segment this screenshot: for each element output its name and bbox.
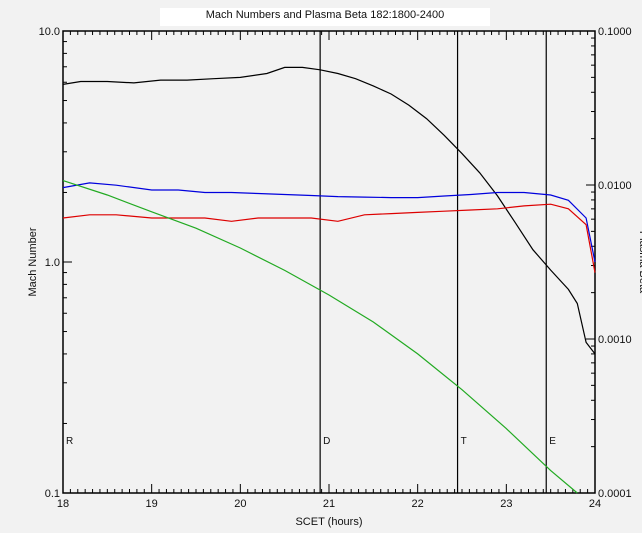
- x-tick-label: 18: [57, 498, 69, 510]
- x-tick-label: 20: [234, 498, 246, 510]
- y2-tick-label: 0.1000: [598, 26, 632, 38]
- plot-area: [62, 30, 596, 494]
- series-line: [62, 203, 596, 273]
- y2-axis-label: Plasma Beta: [637, 231, 642, 294]
- y2-tick-label: 0.0001: [598, 488, 632, 500]
- corner-label: R: [66, 436, 73, 447]
- axis-labels: 18 19 20 21 22 23 24 0.1 1.0 10.0 0.0001 0.0010 0.01…: [27, 26, 642, 528]
- event-line-label: D: [323, 436, 330, 447]
- chart-title: Mach Numbers and Plasma Beta 182:1800-24…: [205, 9, 445, 21]
- y-tick-label: 1.0: [45, 257, 60, 269]
- x-axis-label: SCET (hours): [295, 516, 362, 528]
- series-group: [62, 66, 596, 494]
- x-tick-label: 19: [146, 498, 158, 510]
- axis-ticks: [62, 30, 596, 494]
- event-lines: D T ER: [66, 31, 556, 493]
- x-tick-label: 22: [412, 498, 424, 510]
- x-tick-label: 24: [589, 498, 601, 510]
- y-tick-label: 0.1: [45, 488, 60, 500]
- series-line: [62, 182, 596, 263]
- series-line: [62, 180, 578, 494]
- x-tick-label: 21: [323, 498, 335, 510]
- y-axis-label: Mach Number: [27, 227, 39, 296]
- y-tick-label: 10.0: [39, 26, 60, 38]
- x-tick-label: 23: [500, 498, 512, 510]
- event-line-label: T: [461, 436, 467, 447]
- y2-tick-label: 0.0100: [598, 180, 632, 192]
- event-line-label: E: [549, 436, 556, 447]
- y2-tick-label: 0.0010: [598, 334, 632, 346]
- title-background: [160, 8, 490, 26]
- series-line: [62, 66, 596, 355]
